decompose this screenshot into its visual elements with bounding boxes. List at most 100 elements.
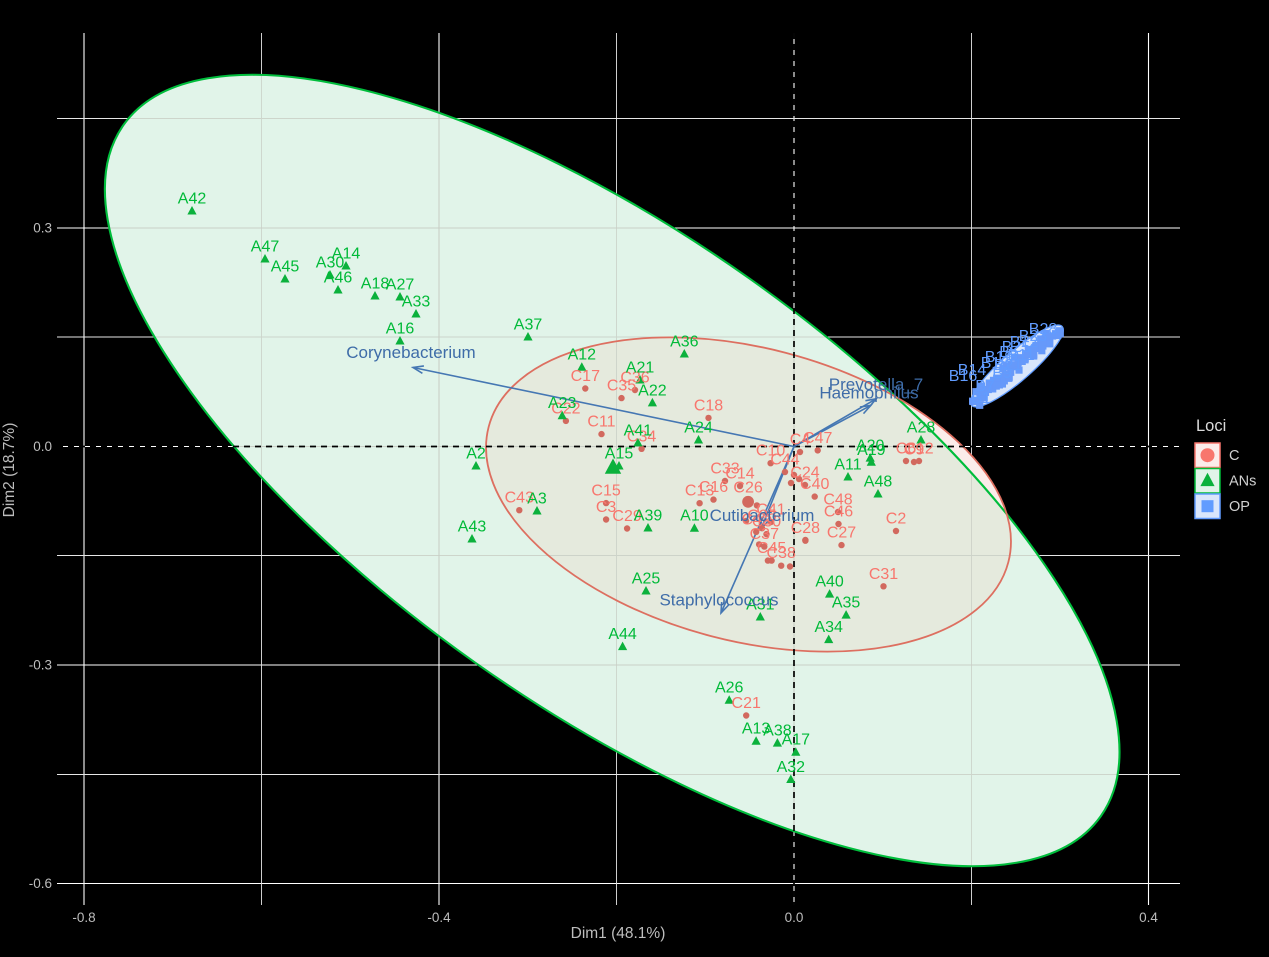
svg-text:A2: A2 xyxy=(466,446,486,463)
svg-text:A15: A15 xyxy=(605,446,634,463)
svg-text:B18: B18 xyxy=(981,355,1010,372)
svg-text:A42: A42 xyxy=(178,191,207,208)
svg-text:C30: C30 xyxy=(752,514,781,531)
svg-text:B19: B19 xyxy=(985,349,1014,366)
svg-text:0.0: 0.0 xyxy=(785,910,804,925)
svg-text:A41: A41 xyxy=(624,422,653,439)
svg-text:A18: A18 xyxy=(361,276,390,293)
svg-text:C22: C22 xyxy=(551,400,580,417)
svg-text:C11: C11 xyxy=(587,414,615,431)
svg-text:C25: C25 xyxy=(747,508,776,525)
svg-text:A40: A40 xyxy=(815,574,844,591)
svg-text:-0.4: -0.4 xyxy=(427,910,451,925)
svg-text:B28: B28 xyxy=(1029,321,1058,338)
svg-text:C14: C14 xyxy=(725,466,754,483)
svg-text:0.3: 0.3 xyxy=(33,221,52,236)
svg-text:0.4: 0.4 xyxy=(1139,910,1158,925)
svg-text:A10: A10 xyxy=(680,508,709,525)
svg-text:C2: C2 xyxy=(886,511,907,528)
svg-text:A44: A44 xyxy=(608,626,637,643)
svg-text:C17: C17 xyxy=(571,368,600,385)
svg-text:Corynebacterium: Corynebacterium xyxy=(346,343,475,362)
svg-text:B7: B7 xyxy=(975,378,995,395)
svg-text:A47: A47 xyxy=(251,239,280,256)
svg-text:C48: C48 xyxy=(823,492,852,509)
svg-text:B11: B11 xyxy=(1007,347,1034,364)
svg-text:A34: A34 xyxy=(814,619,843,636)
svg-text:C24: C24 xyxy=(790,465,819,482)
svg-text:B12: B12 xyxy=(1010,334,1039,351)
svg-text:C27: C27 xyxy=(827,525,856,542)
svg-text:A32: A32 xyxy=(777,759,806,776)
svg-text:A37: A37 xyxy=(514,317,543,334)
svg-text:A22: A22 xyxy=(638,382,667,399)
svg-text:A14: A14 xyxy=(332,246,361,263)
svg-text:-0.8: -0.8 xyxy=(72,910,95,925)
svg-text:A13: A13 xyxy=(742,721,771,738)
svg-text:-0.3: -0.3 xyxy=(29,658,52,673)
svg-text:C13: C13 xyxy=(685,483,714,500)
svg-text:C46: C46 xyxy=(824,504,853,521)
svg-text:C9: C9 xyxy=(904,442,925,459)
svg-text:A21: A21 xyxy=(626,360,655,377)
svg-text:C45: C45 xyxy=(757,540,786,557)
svg-text:A45: A45 xyxy=(271,259,300,276)
svg-text:C37: C37 xyxy=(750,526,779,543)
svg-text:Cutibacterium: Cutibacterium xyxy=(710,506,815,525)
svg-text:Haemophilus: Haemophilus xyxy=(819,384,918,403)
svg-text:B23: B23 xyxy=(1019,328,1048,345)
svg-text:C26: C26 xyxy=(733,479,762,496)
svg-text:C40: C40 xyxy=(800,476,829,493)
svg-text:C44: C44 xyxy=(770,452,799,469)
svg-text:A24: A24 xyxy=(684,420,713,437)
svg-text:C42: C42 xyxy=(742,511,771,528)
svg-text:A28: A28 xyxy=(907,420,936,437)
svg-text:A48: A48 xyxy=(864,474,893,491)
svg-text:A31: A31 xyxy=(746,597,775,614)
svg-text:C6: C6 xyxy=(896,441,917,458)
svg-text:A25: A25 xyxy=(632,571,661,588)
svg-text:A33: A33 xyxy=(402,294,431,311)
svg-text:C34: C34 xyxy=(627,428,656,445)
svg-text:C3: C3 xyxy=(596,499,617,516)
svg-text:A16: A16 xyxy=(386,321,415,338)
svg-text:C15: C15 xyxy=(591,483,620,500)
svg-text:C28: C28 xyxy=(791,520,820,537)
svg-text:C: C xyxy=(1229,448,1239,464)
svg-text:A35: A35 xyxy=(832,595,861,612)
svg-text:A11: A11 xyxy=(834,457,861,474)
svg-text:A30: A30 xyxy=(316,255,345,272)
svg-text:A19: A19 xyxy=(857,442,886,459)
svg-text:B25: B25 xyxy=(1002,339,1031,356)
svg-text:C4: C4 xyxy=(790,432,811,449)
svg-text:B21: B21 xyxy=(994,357,1023,374)
svg-text:B14: B14 xyxy=(958,362,987,379)
svg-text:A26: A26 xyxy=(715,680,744,697)
svg-text:C38: C38 xyxy=(767,545,796,562)
svg-text:0.0: 0.0 xyxy=(33,439,52,454)
svg-text:Prevotella_7: Prevotella_7 xyxy=(829,375,924,394)
svg-text:C33: C33 xyxy=(710,461,739,478)
svg-text:C10: C10 xyxy=(756,443,785,460)
svg-text:A36: A36 xyxy=(670,334,699,351)
svg-text:A46: A46 xyxy=(324,270,353,287)
svg-text:A27: A27 xyxy=(386,277,415,294)
svg-text:C18: C18 xyxy=(694,397,723,414)
svg-text:A39: A39 xyxy=(634,508,663,525)
svg-text:C41: C41 xyxy=(756,502,785,519)
svg-text:A3: A3 xyxy=(527,491,547,508)
svg-text:A38: A38 xyxy=(763,723,792,740)
svg-text:C43: C43 xyxy=(505,490,534,507)
svg-text:C36: C36 xyxy=(620,370,649,387)
svg-text:Staphylococcus: Staphylococcus xyxy=(659,591,778,610)
svg-text:A23: A23 xyxy=(548,395,577,412)
svg-text:C21: C21 xyxy=(732,695,761,712)
svg-text:Dim2 (18.7%): Dim2 (18.7%) xyxy=(1,423,18,518)
svg-text:ANs: ANs xyxy=(1229,474,1256,490)
svg-text:C47: C47 xyxy=(803,430,832,447)
svg-text:B9: B9 xyxy=(992,365,1012,382)
svg-text:Loci: Loci xyxy=(1196,417,1226,435)
svg-text:B5: B5 xyxy=(999,344,1019,361)
svg-text:A43: A43 xyxy=(458,519,487,536)
svg-text:C16: C16 xyxy=(699,479,728,496)
